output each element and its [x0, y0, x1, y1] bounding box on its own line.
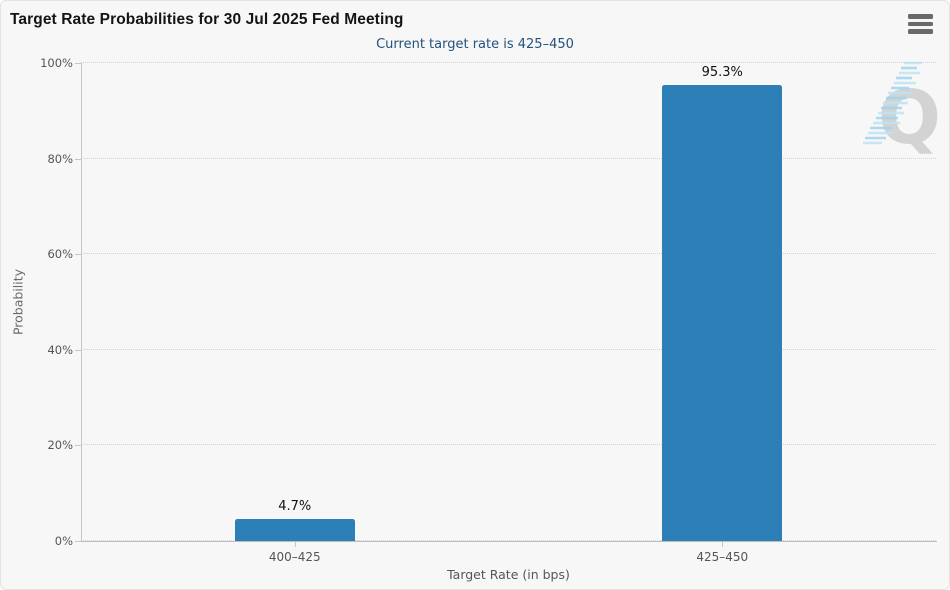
bar-value-label: 95.3%: [701, 65, 743, 81]
y-tick-mark: [75, 541, 81, 542]
watermark-stripes: [863, 61, 922, 145]
y-tick-label: 40%: [47, 342, 73, 357]
hamburger-menu-button[interactable]: [908, 14, 933, 36]
quikstrike-watermark-logo: Q: [863, 61, 941, 155]
y-tick-mark: [75, 254, 81, 256]
gridline: [81, 62, 936, 63]
y-tick-label: 60%: [47, 247, 73, 262]
x-tick-label: 425–450: [696, 550, 749, 564]
x-tick-mark: [722, 542, 724, 547]
chart-title: Target Rate Probabilities for 30 Jul 202…: [10, 11, 404, 28]
bar[interactable]: [234, 518, 355, 541]
y-tick-label: 80%: [47, 151, 73, 166]
x-tick-mark: [294, 542, 296, 547]
y-tick-label: 100%: [40, 56, 73, 70]
y-tick-label: 0%: [54, 534, 73, 548]
y-tick-mark: [75, 445, 81, 447]
x-axis-title: Target Rate (in bps): [447, 567, 570, 582]
hamburger-icon: [908, 21, 933, 26]
x-axis-line: [81, 541, 937, 542]
watermark-q-letter: Q: [878, 75, 941, 155]
y-tick-mark: [75, 158, 81, 160]
y-axis-line: [81, 63, 82, 542]
current-target-rate-subtitle: Current target rate is 425–450: [376, 37, 574, 52]
bar[interactable]: [662, 85, 783, 541]
gridline: [81, 157, 936, 159]
y-tick-mark: [75, 349, 81, 351]
y-tick-mark: [75, 63, 81, 64]
bar-value-label: 4.7%: [278, 498, 312, 514]
gridline: [81, 444, 936, 446]
x-tick-label: 400–425: [268, 550, 321, 564]
hamburger-icon: [908, 14, 933, 19]
hamburger-icon: [908, 29, 933, 34]
y-axis-title: Probability: [10, 268, 26, 336]
gridline: [81, 348, 936, 350]
y-tick-label: 20%: [47, 438, 73, 453]
gridline: [81, 253, 936, 255]
gridline: [81, 540, 936, 541]
